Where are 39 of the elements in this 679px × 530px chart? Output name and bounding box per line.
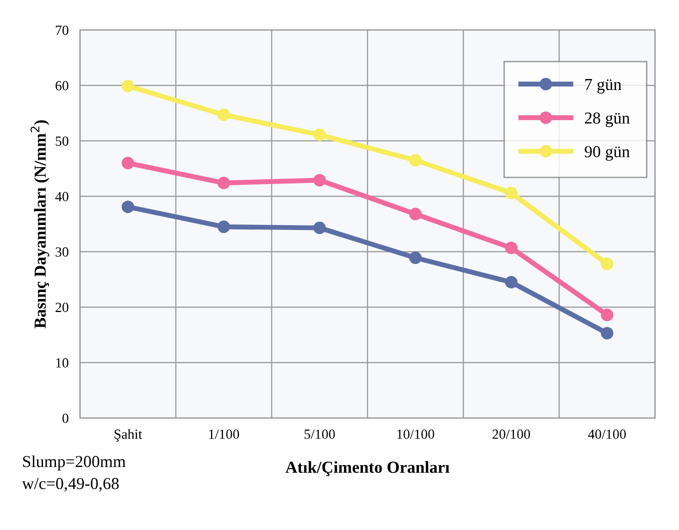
text: Slump=200mm (23, 455, 126, 471)
point (218, 108, 230, 122)
point (313, 128, 326, 142)
x-tick-label: 5/100 (304, 430, 335, 439)
x-axis-title: Atık/Çimento Oranları (285, 461, 450, 476)
x-tick-label: 1/100 (209, 430, 240, 439)
point (505, 186, 518, 200)
text: w/c=0,49-0,68 (22, 478, 119, 492)
y-tick-label: 60 (56, 81, 68, 90)
point (600, 326, 614, 340)
point (122, 156, 134, 170)
point (313, 174, 326, 186)
y-tick-label: 0 (62, 414, 68, 423)
point (600, 308, 614, 322)
point (218, 176, 230, 190)
point (313, 222, 326, 234)
y-tick-label: 20 (56, 302, 68, 312)
x-tick-label: 40/100 (588, 430, 626, 439)
x-tick-label: Şahit (114, 429, 142, 442)
y-tick-label: 10 (56, 358, 68, 368)
legend-label: 90 gün (584, 146, 630, 161)
point (505, 242, 518, 254)
point (600, 258, 614, 270)
point (409, 208, 422, 220)
x-tick-label: 20/100 (492, 430, 530, 439)
point (409, 252, 422, 264)
legend-label: 28 gün (584, 112, 630, 128)
point (122, 200, 134, 214)
y-tick-label: 30 (56, 247, 68, 257)
legend-label: 7 gün (585, 79, 622, 94)
point (505, 276, 518, 288)
y-tick-label: 40 (55, 192, 68, 202)
y-axis-title: Basınç Dayanımları (N/mm$^{2}$) (30, 120, 50, 328)
x-tick-label: 10/100 (397, 430, 434, 439)
point (218, 220, 230, 234)
point (409, 154, 422, 167)
y-tick-label: 50 (56, 136, 68, 146)
point (122, 80, 134, 92)
y-tick-label: 70 (56, 26, 68, 35)
